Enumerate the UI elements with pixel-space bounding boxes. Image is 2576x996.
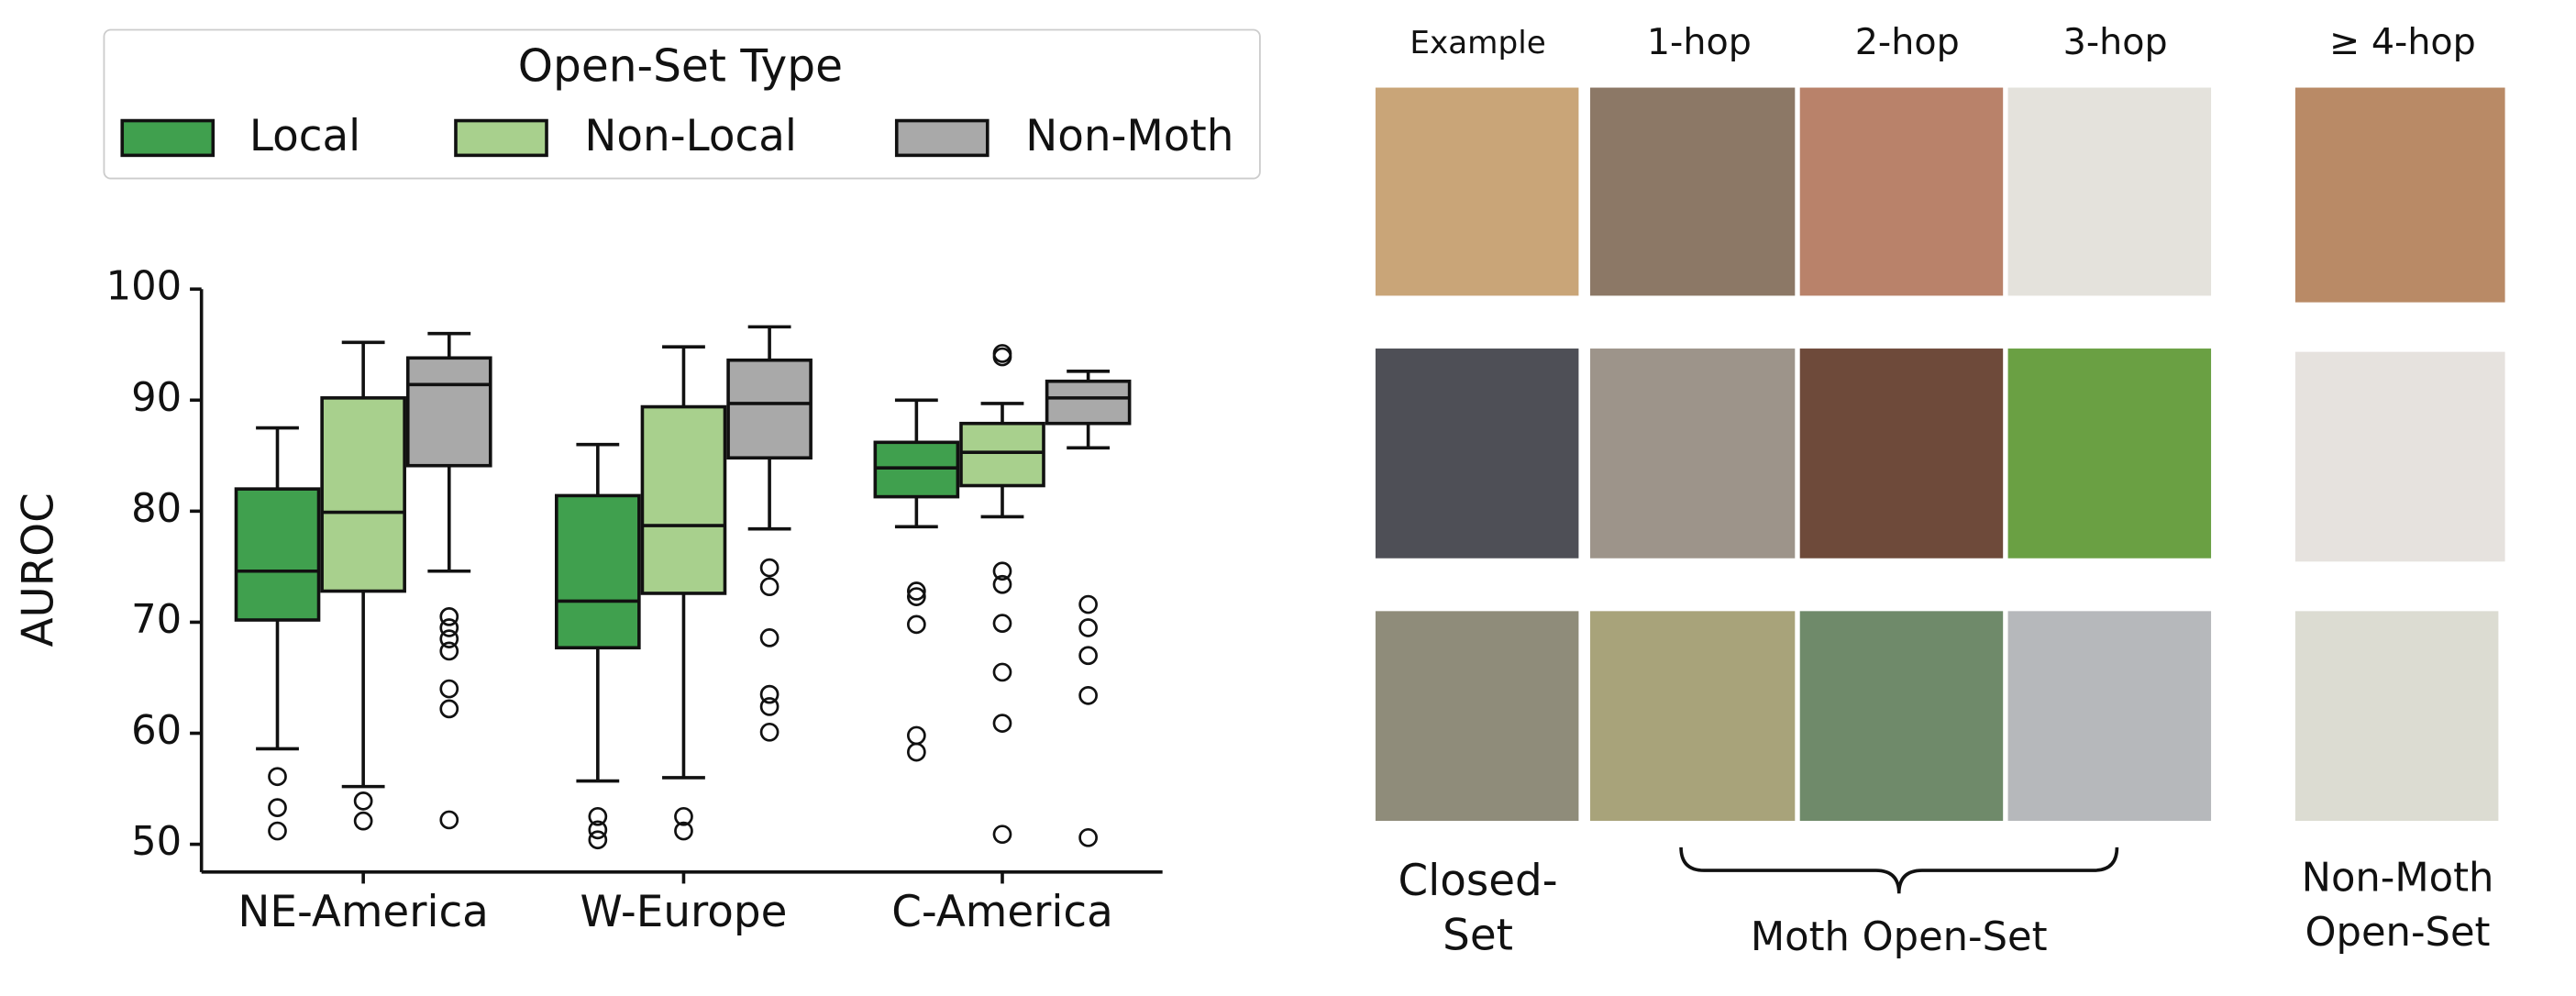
photo bbox=[1375, 87, 1579, 296]
group-label: Moth Open-Set bbox=[1751, 914, 2048, 960]
outlier bbox=[439, 679, 459, 699]
box bbox=[873, 440, 960, 499]
outlier bbox=[992, 614, 1012, 633]
outlier bbox=[439, 641, 459, 661]
photo bbox=[2007, 611, 2212, 822]
photo bbox=[1799, 87, 2004, 296]
outlier bbox=[439, 607, 459, 626]
y-tick-label: 100 bbox=[106, 264, 182, 310]
photo-grid bbox=[1375, 87, 2505, 894]
outlier bbox=[268, 767, 287, 787]
outlier bbox=[439, 810, 459, 830]
column-header: 2-hop bbox=[1855, 21, 1960, 63]
box bbox=[320, 396, 406, 593]
photo bbox=[1375, 349, 1579, 559]
outlier bbox=[992, 714, 1012, 733]
outlier bbox=[759, 628, 779, 647]
outlier bbox=[992, 824, 1012, 845]
outlier bbox=[674, 821, 693, 841]
group-label: Set bbox=[1443, 911, 1513, 960]
outlier bbox=[268, 798, 287, 817]
photo bbox=[2007, 349, 2212, 559]
outlier bbox=[439, 699, 459, 719]
legend-swatch bbox=[454, 118, 548, 158]
y-tick-label: 90 bbox=[131, 375, 182, 421]
box bbox=[959, 421, 1045, 488]
photo bbox=[1799, 611, 2004, 822]
outlier bbox=[992, 574, 1012, 594]
outlier bbox=[907, 742, 926, 762]
outlier bbox=[588, 820, 608, 840]
outlier bbox=[268, 821, 287, 841]
outlier bbox=[992, 561, 1012, 581]
outlier bbox=[759, 684, 779, 704]
y-tick-label: 60 bbox=[131, 708, 182, 754]
outlier bbox=[353, 791, 373, 811]
column-header: 3-hop bbox=[2063, 21, 2168, 63]
legend-swatch bbox=[894, 118, 989, 158]
column-header: 1-hop bbox=[1647, 21, 1752, 63]
outlier bbox=[1078, 594, 1098, 614]
outlier bbox=[1078, 685, 1098, 705]
legend-label: Local bbox=[249, 112, 360, 161]
outlier bbox=[992, 347, 1012, 367]
y-axis-label: AUROC bbox=[15, 492, 64, 647]
column-header: Example bbox=[1410, 25, 1545, 61]
photo bbox=[2294, 351, 2505, 562]
outlier bbox=[588, 830, 608, 850]
outlier bbox=[759, 697, 779, 716]
legend-swatch bbox=[120, 118, 216, 158]
outlier bbox=[759, 722, 779, 742]
outlier bbox=[907, 581, 926, 601]
box bbox=[1045, 379, 1132, 426]
outlier bbox=[907, 587, 926, 606]
outlier bbox=[759, 577, 779, 597]
outlier bbox=[907, 725, 926, 746]
legend-label: Non-Moth bbox=[1025, 112, 1233, 161]
column-header: ≥ 4-hop bbox=[2329, 21, 2476, 63]
photo bbox=[2007, 87, 2212, 296]
photo bbox=[1375, 611, 1579, 822]
box bbox=[405, 356, 492, 468]
x-tick-label: W-Europe bbox=[580, 888, 788, 937]
group-label: Non-Moth bbox=[2302, 855, 2494, 901]
y-tick-label: 80 bbox=[131, 486, 182, 532]
brace bbox=[1679, 847, 2119, 894]
outlier bbox=[1078, 646, 1098, 666]
group-label: Open-Set bbox=[2305, 910, 2491, 956]
box bbox=[640, 404, 727, 595]
outlier bbox=[588, 806, 608, 826]
outlier bbox=[759, 558, 779, 578]
photo bbox=[1799, 349, 2004, 559]
photo bbox=[1590, 611, 1796, 822]
box bbox=[555, 493, 641, 650]
group-label: Closed- bbox=[1399, 857, 1558, 906]
outlier bbox=[907, 614, 926, 635]
legend-title: Open-Set Type bbox=[518, 41, 843, 93]
photo bbox=[1590, 349, 1796, 559]
photo bbox=[2294, 87, 2505, 303]
x-tick-label: NE-America bbox=[238, 888, 488, 937]
y-tick-label: 70 bbox=[131, 597, 182, 643]
outlier bbox=[1078, 618, 1098, 637]
y-tick-label: 50 bbox=[131, 819, 182, 865]
outlier bbox=[992, 662, 1012, 682]
outlier bbox=[439, 618, 459, 637]
outlier bbox=[439, 629, 459, 648]
x-tick-label: C-America bbox=[891, 888, 1113, 937]
photo bbox=[1590, 87, 1796, 296]
outlier bbox=[353, 811, 373, 831]
box bbox=[234, 487, 321, 622]
outlier bbox=[674, 806, 693, 826]
box bbox=[726, 358, 813, 460]
legend-label: Non-Local bbox=[584, 112, 796, 161]
outlier bbox=[1078, 827, 1098, 847]
photo bbox=[2294, 611, 2499, 822]
